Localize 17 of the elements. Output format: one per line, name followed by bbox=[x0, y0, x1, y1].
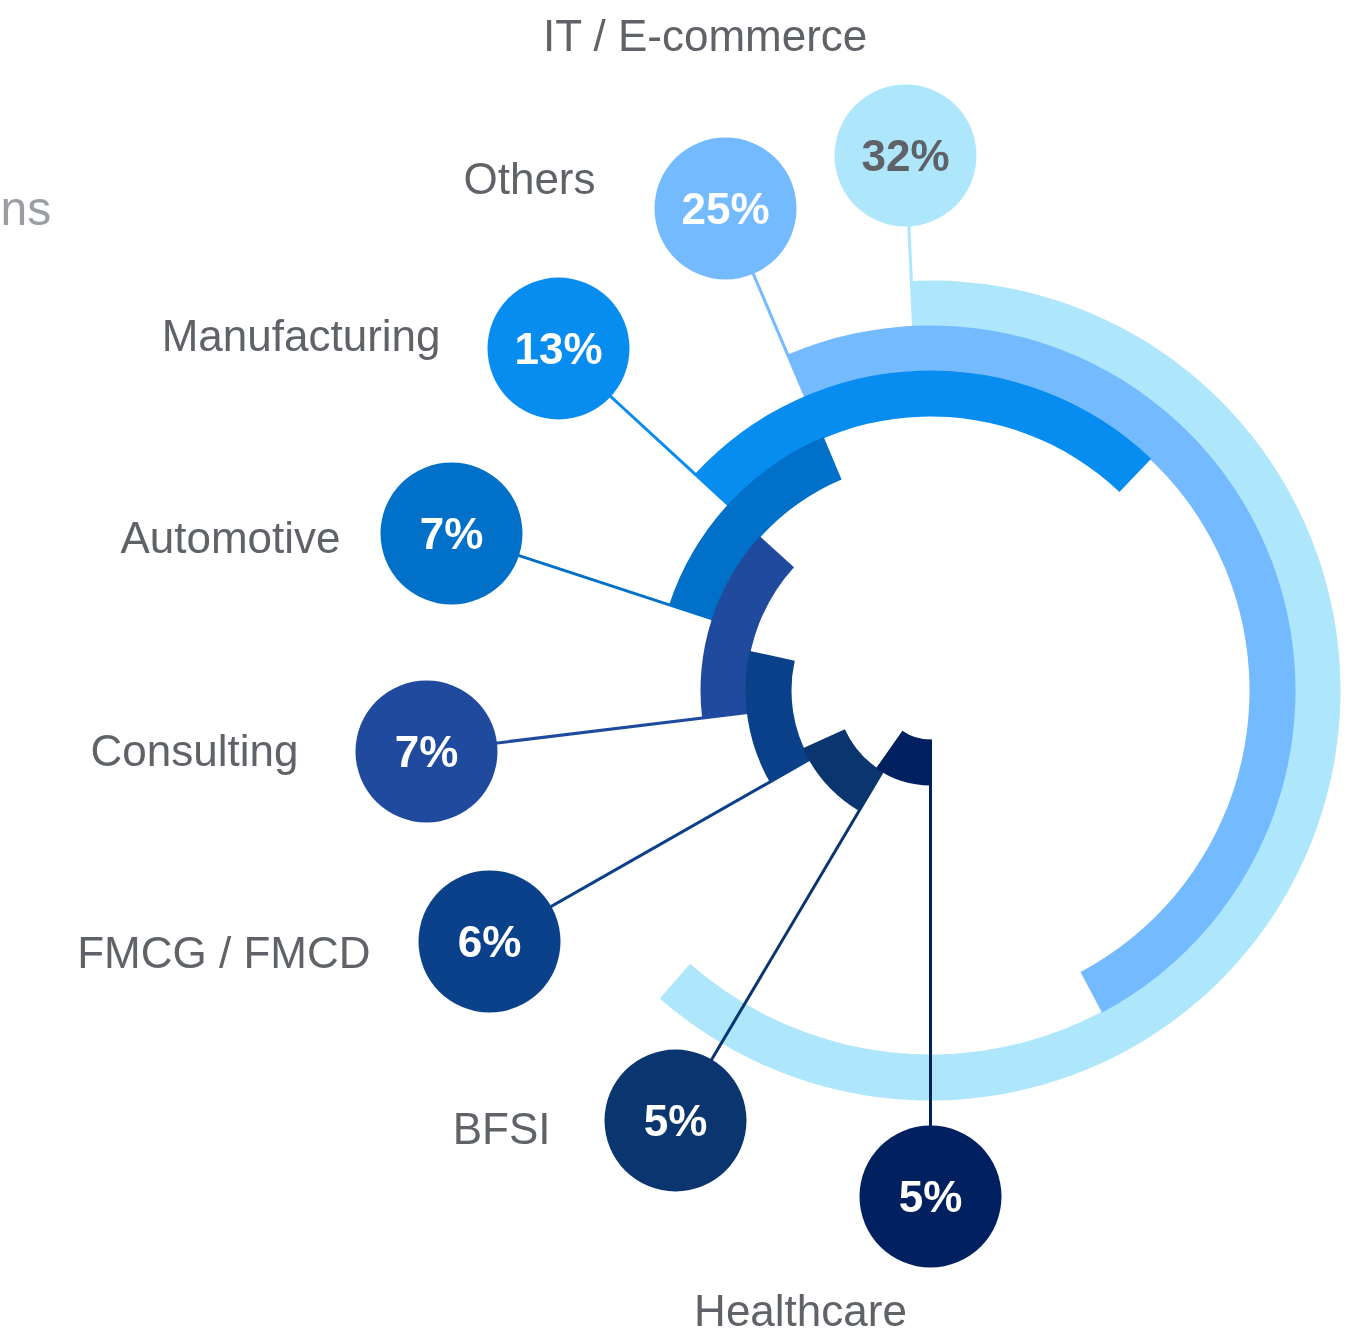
data-label: 7% bbox=[394, 727, 459, 776]
category-label: BFSI bbox=[452, 1104, 551, 1153]
data-label: 25% bbox=[681, 184, 770, 233]
category-label: IT / E-commerce bbox=[542, 11, 868, 60]
category-label: Consulting bbox=[90, 726, 299, 775]
data-label: 5% bbox=[898, 1172, 963, 1221]
data-label: 7% bbox=[419, 509, 484, 558]
data-label: 5% bbox=[643, 1096, 708, 1145]
category-label: FMCG / FMCD bbox=[77, 928, 371, 977]
category-label: Manufacturing bbox=[161, 311, 441, 360]
data-label: 13% bbox=[514, 324, 603, 373]
data-label: 32% bbox=[861, 131, 950, 180]
text: ns bbox=[0, 182, 52, 235]
category-label: Others bbox=[463, 154, 596, 203]
category-label: Automotive bbox=[120, 513, 341, 562]
data-label: 6% bbox=[457, 917, 522, 966]
category-label: Healthcare bbox=[694, 1286, 907, 1332]
